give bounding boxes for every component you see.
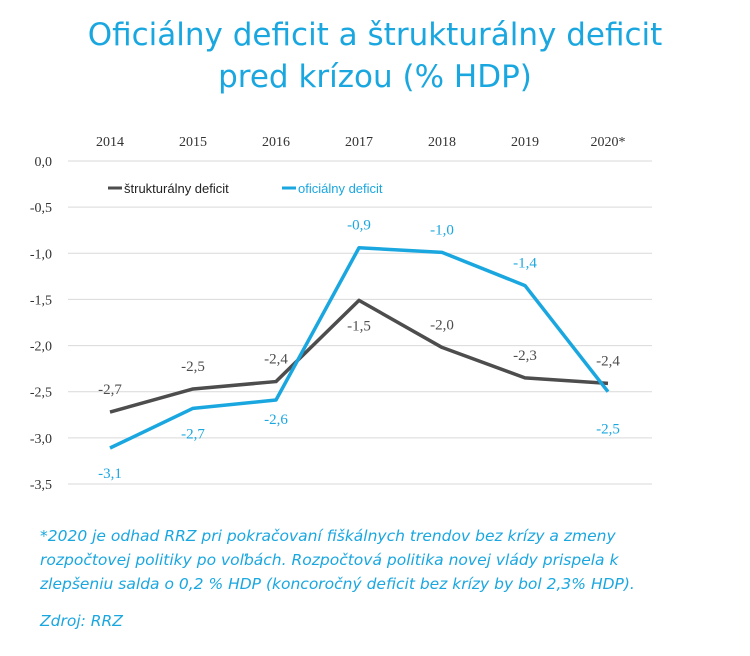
footnote-line-1: *2020 je odhad RRZ pri pokračovaní fišká…	[40, 527, 616, 545]
y-tick-label: -2,0	[30, 340, 52, 355]
x-tick-label: 2017	[345, 135, 373, 150]
legend-label: oficiálny deficit	[298, 181, 383, 196]
y-tick-label: 0,0	[35, 155, 53, 170]
data-label: -2,7	[98, 382, 122, 398]
x-tick-label: 2019	[511, 135, 539, 150]
data-labels: -2,7 -2,5 -2,4 -1,5 -2,0 -2,3 -2,4 -3,1 -2,7 -2,6…	[98, 218, 620, 482]
data-label: -2,4	[596, 353, 620, 369]
chart-title: Oficiálny deficit a štrukturálny deficit…	[0, 14, 750, 98]
footnote-line-2: rozpočtovej politiky po voľbách. Rozpočt…	[40, 551, 619, 569]
x-axis-ticks: 2014 2015 2016 2017 2018 2019 2020*	[96, 135, 626, 150]
y-tick-label: -3,5	[30, 478, 52, 493]
data-label: -1,5	[347, 318, 371, 334]
data-label: -2,6	[264, 412, 288, 428]
y-tick-label: -3,0	[30, 432, 52, 447]
legend-label: štrukturálny deficit	[124, 181, 229, 196]
legend: štrukturálny deficit oficiálny deficit	[108, 181, 383, 196]
series-lines	[109, 245, 610, 450]
y-axis-ticks: 0,0 -0,5 -1,0 -1,5 -2,0 -2,5 -3,0 -3,5	[30, 155, 52, 493]
source-note: Zdroj: RRZ	[40, 612, 123, 630]
x-tick-label: 2016	[262, 135, 290, 150]
data-label: -2,7	[181, 426, 205, 442]
data-label: -2,0	[430, 317, 454, 333]
x-tick-label: 2018	[428, 135, 456, 150]
data-label: -2,4	[264, 352, 288, 368]
y-tick-label: -2,5	[30, 386, 52, 401]
footnote-line-3: zlepšeniu salda o 0,2 % HDP (koncoročný …	[40, 575, 635, 593]
gridlines	[68, 160, 652, 485]
data-label: -1,4	[513, 256, 537, 272]
y-tick-label: -0,5	[30, 201, 52, 216]
data-label: -2,3	[513, 348, 537, 364]
x-tick-label: 2015	[179, 135, 207, 150]
x-tick-label: 2020*	[591, 135, 626, 150]
x-tick-label: 2014	[96, 135, 124, 150]
footnote: *2020 je odhad RRZ pri pokračovaní fišká…	[40, 524, 730, 596]
chart-title-line-1: Oficiálny deficit a štrukturálny deficit	[87, 17, 663, 53]
data-label: -1,0	[430, 222, 454, 238]
series-line-1	[109, 298, 609, 414]
data-label: -0,9	[347, 218, 371, 234]
data-label: -2,5	[596, 422, 620, 438]
y-tick-label: -1,5	[30, 293, 52, 308]
chart-title-line-2: pred krízou (% HDP)	[218, 59, 532, 95]
data-label: -2,5	[181, 359, 205, 375]
series-line-2	[109, 245, 610, 450]
y-tick-label: -1,0	[30, 247, 52, 262]
data-label: -3,1	[98, 466, 122, 482]
line-chart: 0,0 -0,5 -1,0 -1,5 -2,0 -2,5 -3,0 -3,5 2014 2015…	[30, 135, 652, 493]
